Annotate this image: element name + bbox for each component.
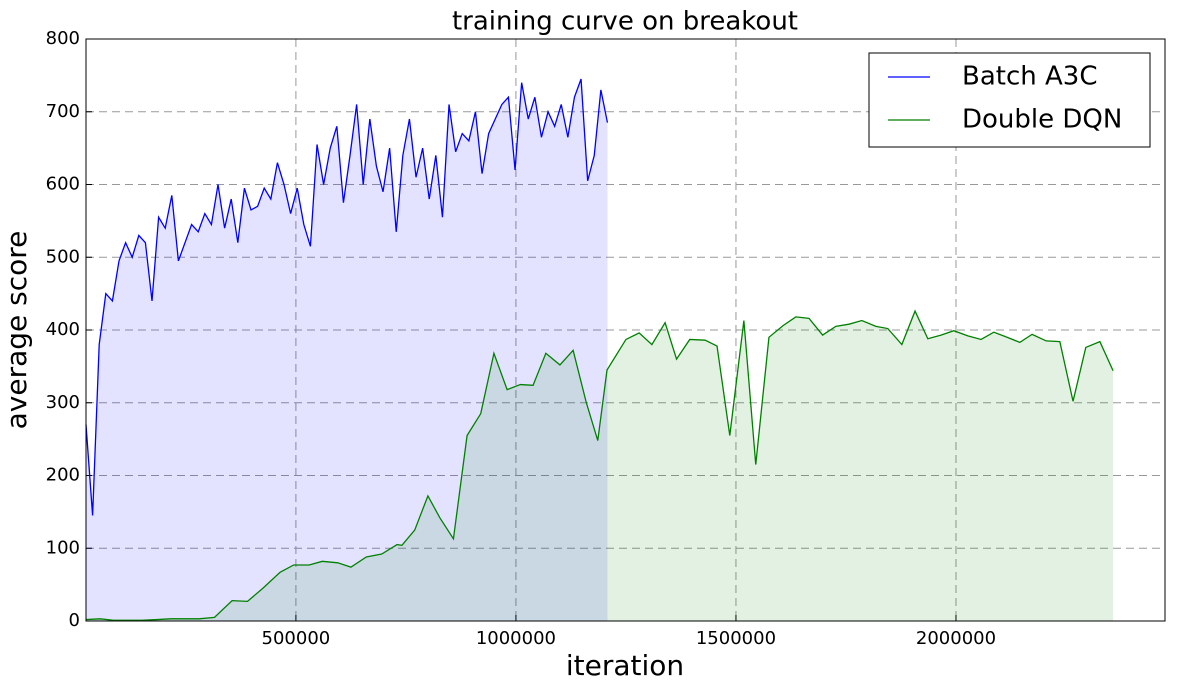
x-axis-label: iteration (566, 649, 684, 682)
legend-label: Double DQN (962, 105, 1122, 135)
legend: Batch A3C Double DQN (868, 52, 1151, 148)
y-tick-label: 300 (46, 392, 80, 413)
y-tick-label: 0 (69, 610, 80, 631)
x-tick-label: 1000000 (476, 628, 556, 649)
legend-box (868, 52, 1151, 148)
chart-title: training curve on breakout (452, 7, 798, 37)
area-fill (86, 79, 608, 621)
y-tick-label: 100 (46, 537, 80, 558)
y-axis-label: average score (0, 231, 33, 430)
area-fill (86, 311, 1114, 621)
y-tick-label: 200 (46, 465, 80, 486)
y-tick-label: 800 (46, 28, 80, 49)
line (85, 309, 1114, 621)
plot-frame (85, 38, 1166, 622)
y-tick-label: 600 (46, 174, 80, 195)
y-tick-label: 400 (46, 319, 80, 340)
x-tick-label: 500000 (262, 628, 331, 649)
x-tick-label: 2000000 (916, 628, 996, 649)
legend-label: Batch A3C (962, 62, 1097, 92)
y-tick-label: 500 (46, 246, 80, 267)
line (85, 78, 609, 516)
x-tick-label: 1500000 (696, 628, 776, 649)
y-tick-label: 700 (46, 101, 80, 122)
